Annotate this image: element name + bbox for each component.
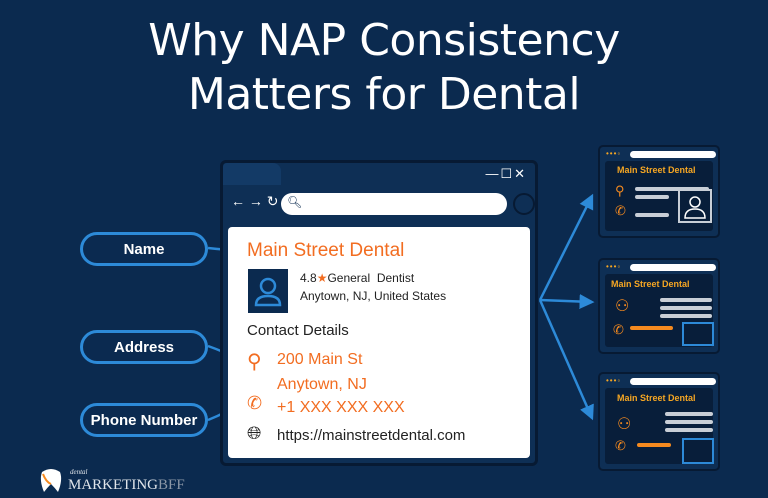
- pin-icon: ⚲: [247, 351, 262, 373]
- listing-name: Main Street Dental: [617, 165, 696, 175]
- star-icon: ★: [316, 271, 328, 285]
- website[interactable]: https://mainstreetdental.com: [277, 427, 466, 444]
- contact-heading: Contact Details: [247, 322, 349, 339]
- person-icon: ⚇: [615, 298, 630, 315]
- phone-number: +1 XXX XXX XXX: [277, 399, 405, 416]
- label-address: Address: [80, 330, 208, 364]
- user-icon: [254, 277, 282, 307]
- browser-tab: [223, 163, 281, 185]
- listing-name: Main Street Dental: [611, 279, 690, 289]
- phone-icon: ✆: [615, 438, 626, 453]
- nav-buttons[interactable]: ← → ↻: [231, 193, 279, 209]
- profile-circle[interactable]: [513, 193, 535, 215]
- user-icon: [678, 189, 712, 223]
- arrow-listing-2: [539, 294, 595, 310]
- rating: 4.8: [300, 271, 317, 285]
- pin-icon: ⚲: [615, 183, 625, 198]
- arrow-listing-3: [538, 299, 594, 421]
- address-line2: Anytown, NJ: [277, 376, 367, 393]
- window-dots: •••◦: [606, 149, 622, 158]
- category: General Dentist: [327, 271, 415, 285]
- user-icon: [682, 322, 714, 346]
- logo: dental MARKETINGBFF: [38, 466, 185, 494]
- arrow-listing-1: [538, 193, 594, 301]
- page-title: Why NAP Consistency Matters for Dental: [148, 15, 620, 120]
- listing-card: Main Street Dental 4.8★General Dentist A…: [228, 227, 530, 458]
- location: Anytown, NJ, United States: [300, 289, 447, 303]
- address-bar: [630, 151, 716, 158]
- tooth-icon: [40, 469, 62, 492]
- address-bar[interactable]: 🔍︎: [281, 193, 507, 215]
- listing-name: Main Street Dental: [617, 393, 696, 403]
- phone-icon: ✆: [613, 322, 624, 337]
- label-phone: Phone Number: [80, 403, 208, 437]
- phone-icon: ✆: [247, 393, 263, 413]
- window-controls[interactable]: —☐✕: [485, 166, 527, 181]
- address-line1: 200 Main St: [277, 351, 363, 368]
- user-icon: [682, 438, 714, 464]
- listing-preview-3: •••◦ Main Street Dental ⚇ ✆: [598, 372, 720, 471]
- label-name: Name: [80, 232, 208, 266]
- person-icon: ⚇: [617, 416, 632, 433]
- avatar: [248, 269, 288, 313]
- business-name: Main Street Dental: [247, 240, 405, 261]
- listing-preview-2: •••◦ Main Street Dental ⚇ ✆: [598, 258, 720, 354]
- search-icon: 🔍︎: [287, 195, 303, 209]
- phone-icon: ✆: [615, 203, 626, 218]
- globe-icon: 🌐︎: [247, 423, 262, 443]
- listing-preview-1: •••◦ Main Street Dental ⚲ ✆: [598, 145, 720, 238]
